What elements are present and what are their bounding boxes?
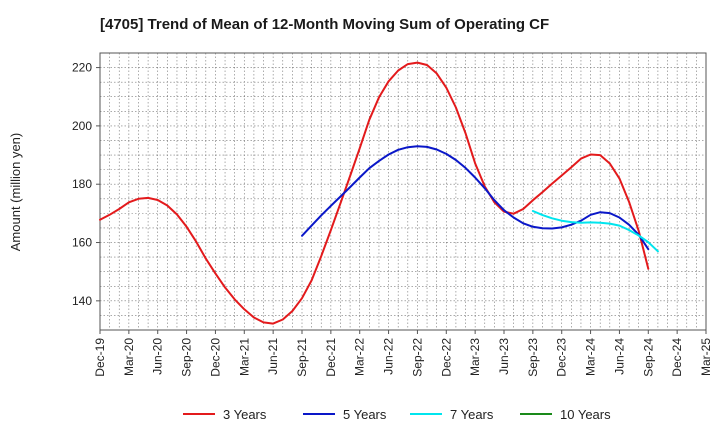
- x-tick-label: Jun-24: [612, 338, 626, 375]
- x-tick-label: Sep-24: [641, 338, 655, 377]
- x-tick-label: Mar-24: [584, 338, 598, 376]
- x-tick-label: Dec-23: [555, 338, 569, 377]
- y-axis-label: Amount (million yen): [8, 133, 23, 252]
- legend-label: 7 Years: [450, 407, 494, 422]
- y-tick-label: 180: [72, 177, 92, 191]
- series-line-7-years: [531, 210, 659, 253]
- x-tick-label: Mar-22: [353, 338, 367, 376]
- legend: 3 Years 5 Years 7 Years 10 Years: [183, 407, 611, 422]
- x-tick-label: Dec-21: [324, 338, 338, 377]
- x-tick-label: Jun-23: [497, 338, 511, 375]
- grid: [100, 52, 706, 330]
- y-tick-label: 140: [72, 294, 92, 308]
- x-tick-label: Sep-20: [180, 338, 194, 377]
- x-tick-label: Dec-19: [93, 338, 107, 377]
- x-tick-label: Dec-20: [208, 338, 222, 377]
- x-tick-label: Sep-23: [526, 338, 540, 377]
- x-tick-label: Mar-20: [122, 338, 136, 376]
- x-tick-label: Mar-23: [468, 338, 482, 376]
- x-tick-label: Jun-20: [151, 338, 165, 375]
- x-tick-label: Mar-21: [237, 338, 251, 376]
- x-tick-label: Dec-22: [439, 338, 453, 377]
- series-line-3-years: [99, 61, 650, 325]
- y-tick-label: 220: [72, 61, 92, 75]
- series-group: [99, 61, 659, 325]
- y-tick-label: 200: [72, 119, 92, 133]
- legend-label: 5 Years: [343, 407, 387, 422]
- legend-label: 3 Years: [223, 407, 267, 422]
- legend-label: 10 Years: [560, 407, 611, 422]
- y-tick-label: 160: [72, 236, 92, 250]
- series-line-5-years: [301, 145, 650, 251]
- x-axis: Dec-19 Mar-20 Jun-20 Sep-20 Dec-20 Mar-21 Jun-…: [93, 330, 713, 377]
- chart-title: [4705] Trend of Mean of 12-Month Moving …: [100, 16, 549, 33]
- x-tick-label: Mar-25: [699, 338, 713, 376]
- x-tick-label: Sep-22: [410, 338, 424, 377]
- x-tick-label: Jun-22: [382, 338, 396, 375]
- plot-frame: [99, 52, 707, 331]
- x-tick-label: Jun-21: [266, 338, 280, 375]
- y-axis: 140 160 180 200 220: [72, 61, 100, 308]
- x-tick-label: Dec-24: [670, 338, 684, 377]
- x-tick-label: Sep-21: [295, 338, 309, 377]
